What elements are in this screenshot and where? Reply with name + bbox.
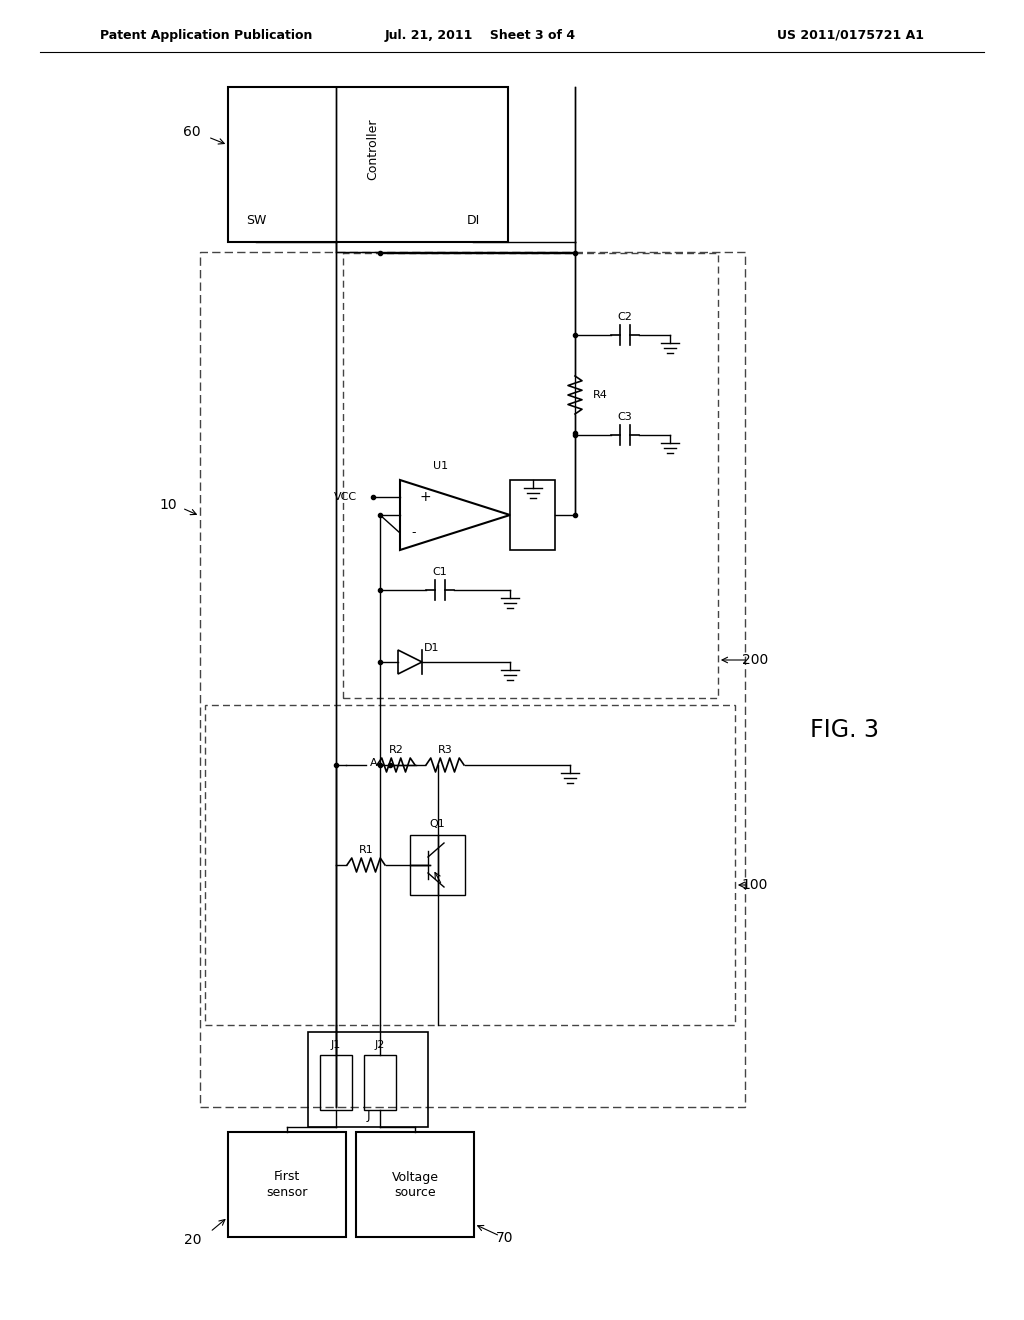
Bar: [200, 252, 745, 1107]
Text: 60: 60: [183, 125, 201, 139]
Text: 100: 100: [741, 878, 768, 892]
Text: C3: C3: [617, 412, 633, 422]
Text: First
sensor: First sensor: [266, 1171, 307, 1199]
Text: J1: J1: [331, 1040, 341, 1049]
Bar: [410, 836, 465, 895]
Text: Q1: Q1: [430, 818, 445, 829]
Text: 200: 200: [741, 653, 768, 667]
Bar: [308, 1032, 428, 1127]
Text: SW: SW: [246, 214, 266, 227]
Text: R3: R3: [437, 744, 453, 755]
Text: C1: C1: [432, 568, 447, 577]
Text: 70: 70: [497, 1232, 514, 1245]
Bar: [228, 87, 508, 242]
Text: J: J: [367, 1109, 370, 1122]
Text: J2: J2: [375, 1040, 385, 1049]
Bar: [205, 705, 735, 1026]
Bar: [356, 1133, 474, 1237]
Text: R2: R2: [388, 744, 403, 755]
Text: Controller: Controller: [367, 119, 380, 181]
Text: R4: R4: [593, 389, 608, 400]
Text: R1: R1: [358, 845, 374, 855]
Text: Patent Application Publication: Patent Application Publication: [100, 29, 312, 41]
Bar: [319, 1055, 352, 1110]
Text: FIG. 3: FIG. 3: [810, 718, 879, 742]
Text: -: -: [412, 527, 416, 540]
Text: +: +: [419, 490, 431, 504]
Text: Voltage
source: Voltage source: [391, 1171, 438, 1199]
Text: A: A: [371, 758, 378, 768]
Text: 10: 10: [159, 498, 177, 512]
Text: DI: DI: [466, 214, 479, 227]
Text: Jul. 21, 2011    Sheet 3 of 4: Jul. 21, 2011 Sheet 3 of 4: [384, 29, 575, 41]
Bar: [510, 480, 555, 550]
Text: U1: U1: [433, 461, 449, 471]
Text: D1: D1: [424, 643, 439, 653]
Text: C2: C2: [617, 312, 633, 322]
Text: VCC: VCC: [334, 492, 357, 502]
Bar: [364, 1055, 396, 1110]
Text: US 2011/0175721 A1: US 2011/0175721 A1: [777, 29, 924, 41]
Bar: [228, 1133, 346, 1237]
Text: 20: 20: [184, 1233, 202, 1247]
Bar: [343, 253, 718, 698]
